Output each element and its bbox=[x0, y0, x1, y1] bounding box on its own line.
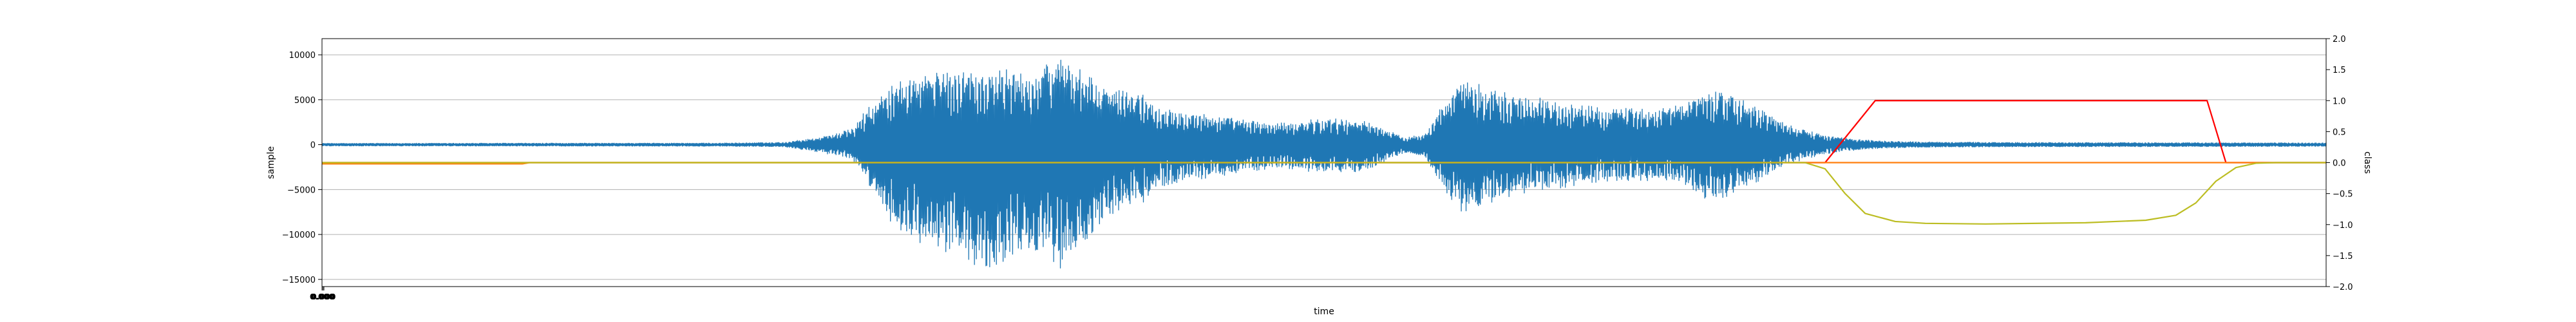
left-axis-ticks: 10000 5000 0 −5000 −10000 −15000 bbox=[282, 51, 322, 285]
x-tick-label: 0.000 bbox=[310, 292, 335, 301]
left-tick-label: 5000 bbox=[294, 96, 316, 106]
series-waveform bbox=[321, 59, 2327, 269]
y-axis-label-right: class bbox=[2362, 151, 2372, 174]
right-tick-label: 1.5 bbox=[2333, 66, 2346, 75]
x-tick-label: 0.000 bbox=[311, 292, 336, 301]
left-tick-label: 10000 bbox=[289, 51, 316, 61]
right-tick-label: 1.0 bbox=[2333, 97, 2346, 106]
right-tick-label: 2.0 bbox=[2333, 35, 2346, 44]
x-axis-ticks: 0.0000.0000.000 bbox=[310, 287, 336, 301]
left-tick-label: −5000 bbox=[287, 185, 316, 195]
right-axis-ticks: 2.0 1.5 1.0 0.5 0.0 −0.5 −1.0 −1.5 −2.0 bbox=[2326, 35, 2353, 292]
right-tick-label: −1.0 bbox=[2333, 221, 2353, 231]
series-line-3 bbox=[322, 162, 2326, 225]
x-axis-label: time bbox=[1314, 307, 1334, 317]
left-tick-label: −15000 bbox=[282, 276, 316, 285]
x-tick-label: 0.000 bbox=[310, 292, 334, 301]
left-tick-label: 0 bbox=[310, 141, 316, 151]
right-tick-label: −0.5 bbox=[2333, 190, 2353, 200]
right-tick-label: −2.0 bbox=[2333, 283, 2353, 292]
right-tick-label: 0.5 bbox=[2333, 128, 2346, 137]
right-tick-label: −1.5 bbox=[2333, 252, 2353, 261]
series-layer bbox=[321, 59, 2327, 269]
right-tick-label: 0.0 bbox=[2333, 159, 2346, 169]
left-tick-label: −10000 bbox=[282, 231, 316, 240]
y-axis-label-left: sample bbox=[266, 146, 276, 179]
